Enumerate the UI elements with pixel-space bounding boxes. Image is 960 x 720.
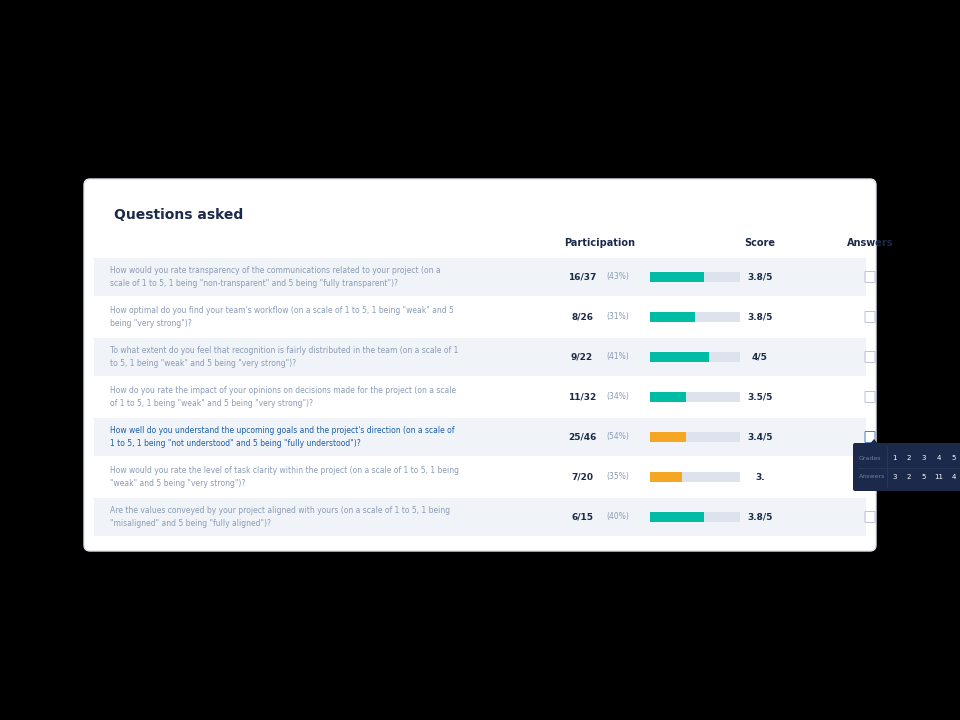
Text: (41%): (41%) — [607, 353, 630, 361]
Text: How well do you understand the upcoming goals and the project's direction (on a : How well do you understand the upcoming … — [110, 426, 454, 448]
Text: 2: 2 — [907, 474, 911, 480]
Text: Score: Score — [745, 238, 776, 248]
Text: Participation: Participation — [564, 238, 636, 248]
Text: 3.: 3. — [756, 472, 765, 482]
Text: 3.8/5: 3.8/5 — [747, 513, 773, 521]
Bar — [650, 352, 740, 362]
Text: 3.4/5: 3.4/5 — [747, 433, 773, 441]
Text: Questions asked: Questions asked — [114, 208, 243, 222]
Text: Answers: Answers — [847, 238, 893, 248]
Text: Grades: Grades — [859, 456, 881, 461]
Text: To what extent do you feel that recognition is fairly distributed in the team (o: To what extent do you feel that recognit… — [110, 346, 458, 368]
Text: (34%): (34%) — [607, 392, 630, 402]
Text: 4: 4 — [951, 474, 956, 480]
Bar — [650, 272, 704, 282]
Text: (43%): (43%) — [607, 272, 630, 282]
FancyBboxPatch shape — [853, 443, 960, 491]
Text: Are the values conveyed by your project aligned with yours (on a scale of 1 to 5: Are the values conveyed by your project … — [110, 506, 450, 528]
Polygon shape — [869, 439, 879, 445]
Bar — [650, 352, 708, 362]
Text: 3.5/5: 3.5/5 — [747, 392, 773, 402]
Text: 25/46: 25/46 — [567, 433, 596, 441]
Bar — [650, 472, 740, 482]
Text: 1: 1 — [892, 455, 897, 462]
Text: 8/26: 8/26 — [571, 312, 593, 322]
Text: 3: 3 — [892, 474, 897, 480]
Bar — [650, 432, 740, 442]
Text: 3: 3 — [922, 455, 926, 462]
Bar — [650, 312, 740, 322]
Bar — [94, 258, 866, 296]
Text: 9/22: 9/22 — [571, 353, 593, 361]
Text: 16/37: 16/37 — [567, 272, 596, 282]
Text: (35%): (35%) — [607, 472, 630, 482]
Text: (40%): (40%) — [607, 513, 630, 521]
Text: 5: 5 — [922, 474, 926, 480]
Bar — [94, 418, 866, 456]
Text: 5: 5 — [951, 455, 956, 462]
Text: (54%): (54%) — [607, 433, 630, 441]
Text: 11/32: 11/32 — [568, 392, 596, 402]
Bar — [650, 392, 686, 402]
Bar — [650, 512, 704, 522]
Text: How optimal do you find your team's workflow (on a scale of 1 to 5, 1 being "wea: How optimal do you find your team's work… — [110, 306, 454, 328]
Text: 7/20: 7/20 — [571, 472, 593, 482]
Text: 3.8/5: 3.8/5 — [747, 312, 773, 322]
Bar — [650, 312, 695, 322]
Bar — [94, 338, 866, 376]
Bar — [650, 392, 740, 402]
Text: How do you rate the impact of your opinions on decisions made for the project (o: How do you rate the impact of your opini… — [110, 386, 456, 408]
Text: How would you rate transparency of the communications related to your project (o: How would you rate transparency of the c… — [110, 266, 441, 288]
Text: 11: 11 — [934, 474, 944, 480]
Text: Answers: Answers — [859, 474, 885, 480]
Text: 3.8/5: 3.8/5 — [747, 272, 773, 282]
Bar — [650, 472, 683, 482]
Bar — [650, 272, 740, 282]
Text: How would you rate the level of task clarity within the project (on a scale of 1: How would you rate the level of task cla… — [110, 467, 459, 487]
Bar — [650, 432, 686, 442]
Text: 4/5: 4/5 — [752, 353, 768, 361]
Bar — [94, 498, 866, 536]
Bar — [650, 512, 740, 522]
Text: 2: 2 — [907, 455, 911, 462]
Text: 6/15: 6/15 — [571, 513, 593, 521]
Text: 4: 4 — [937, 455, 941, 462]
FancyBboxPatch shape — [84, 179, 876, 551]
Text: (31%): (31%) — [607, 312, 630, 322]
